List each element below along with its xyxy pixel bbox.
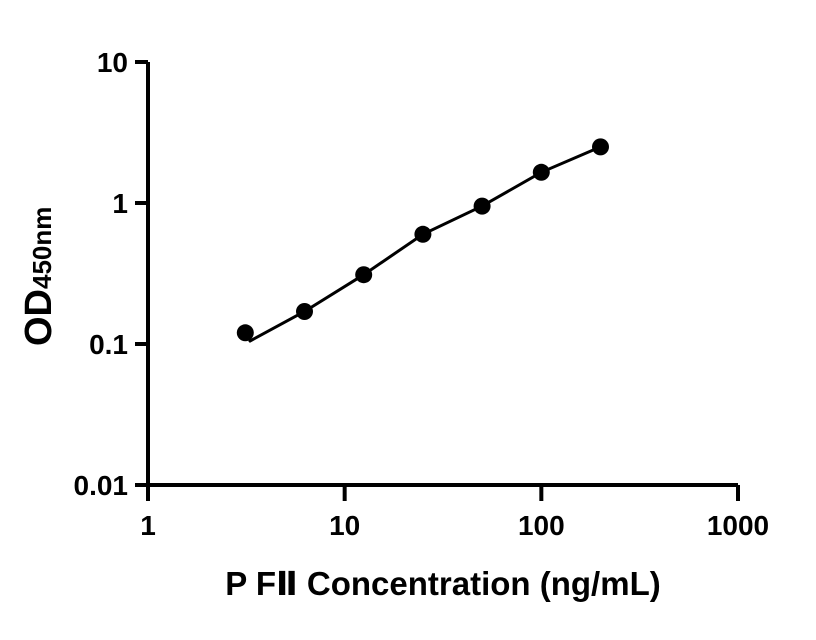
x-axis-title: P FⅡ Concentration (ng/mL) [225, 565, 661, 602]
x-tick-label-1: 1 [140, 510, 156, 541]
data-point-6.25 [296, 303, 313, 320]
y-axis-title-main: OD [18, 289, 60, 346]
x-tick-label-1000: 1000 [707, 510, 769, 541]
y-axis-title: OD450nm [18, 206, 60, 346]
y-tick-label-1: 1 [112, 188, 128, 219]
data-point-25 [414, 225, 432, 243]
y-axis-title-subscript: 450nm [27, 206, 57, 289]
data-point-12.5 [355, 266, 373, 284]
axis-spines [146, 62, 738, 487]
y-tick-label-10: 10 [97, 47, 128, 78]
x-tick-label-100: 100 [518, 510, 565, 541]
data-point-50 [473, 197, 491, 215]
data-point-200 [592, 138, 609, 156]
data-point-100 [532, 163, 550, 181]
y-tick-label-0.01: 0.01 [74, 470, 129, 501]
x-tick-label-10: 10 [329, 510, 360, 541]
y-tick-label-0.1: 0.1 [89, 329, 128, 360]
data-point-3.125 [236, 324, 254, 342]
